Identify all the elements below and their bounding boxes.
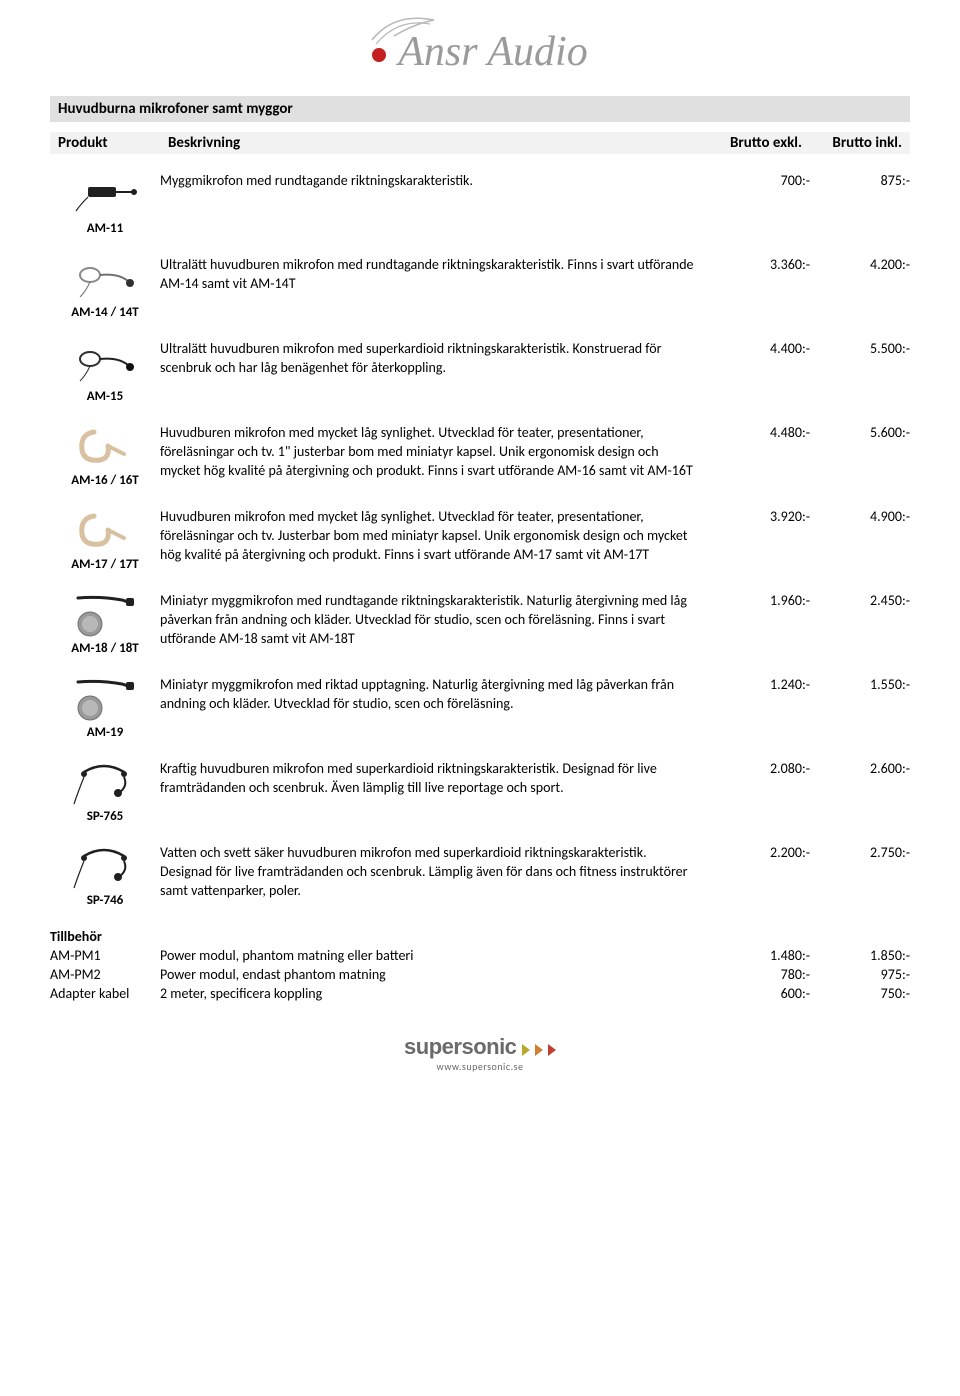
product-description: Huvudburen mikrofon med mycket låg synli… xyxy=(160,508,710,565)
accessory-desc: Power modul, phantom matning eller batte… xyxy=(160,947,710,966)
price-excl: 3.360:- xyxy=(710,256,810,273)
brand-logo: Ansr Audio xyxy=(50,28,910,76)
accessory-price-excl: 1.480:- xyxy=(710,947,810,966)
accessory-desc: 2 meter, specificera koppling xyxy=(160,985,710,1004)
accessory-row: AM-PM1Power modul, phantom matning eller… xyxy=(50,947,910,966)
product-description: Vatten och svett säker huvudburen mikrof… xyxy=(160,844,710,901)
product-description: Myggmikrofon med rundtagande riktningska… xyxy=(160,172,710,191)
footer-triangle-icon xyxy=(548,1044,556,1056)
product-code: AM-14 / 14T xyxy=(50,305,160,320)
product-icon xyxy=(70,760,140,805)
price-excl: 3.920:- xyxy=(710,508,810,525)
accessory-row: Adapter kabel2 meter, specificera koppli… xyxy=(50,985,910,1004)
product-icon xyxy=(70,592,140,637)
price-excl: 1.960:- xyxy=(710,592,810,609)
section-title: Huvudburna mikrofoner samt myggor xyxy=(50,96,910,122)
accessory-row: AM-PM2Power modul, endast phantom matnin… xyxy=(50,966,910,985)
product-description: Miniatyr myggmikrofon med riktad upptagn… xyxy=(160,676,710,714)
logo-dot-icon xyxy=(372,48,386,62)
accessory-desc: Power modul, endast phantom matning xyxy=(160,966,710,985)
product-cell: SP-746 xyxy=(50,844,160,908)
accessory-price-incl: 1.850:- xyxy=(810,947,910,966)
product-icon xyxy=(70,508,140,553)
product-code: SP-765 xyxy=(50,809,160,824)
accessories-title: Tillbehör xyxy=(50,928,910,945)
footer-url: www.supersonic.se xyxy=(50,1060,910,1073)
price-excl: 2.080:- xyxy=(710,760,810,777)
accessory-code: Adapter kabel xyxy=(50,985,160,1004)
product-code: SP-746 xyxy=(50,893,160,908)
product-row: SP-746Vatten och svett säker huvudburen … xyxy=(50,844,910,908)
product-icon xyxy=(70,844,140,889)
product-row: SP-765Kraftig huvudburen mikrofon med su… xyxy=(50,760,910,824)
accessory-code: AM-PM2 xyxy=(50,966,160,985)
column-header-row: Produkt Beskrivning Brutto exkl. Brutto … xyxy=(50,132,910,154)
price-incl: 2.600:- xyxy=(810,760,910,777)
price-excl: 2.200:- xyxy=(710,844,810,861)
col-description: Beskrivning xyxy=(168,134,702,152)
product-cell: AM-17 / 17T xyxy=(50,508,160,572)
product-row: AM-16 / 16THuvudburen mikrofon med mycke… xyxy=(50,424,910,488)
product-cell: AM-18 / 18T xyxy=(50,592,160,656)
product-row: AM-14 / 14TUltralätt huvudburen mikrofon… xyxy=(50,256,910,320)
product-row: AM-19Miniatyr myggmikrofon med riktad up… xyxy=(50,676,910,740)
price-incl: 5.500:- xyxy=(810,340,910,357)
col-product: Produkt xyxy=(58,134,168,152)
footer-triangle-icon xyxy=(522,1044,530,1056)
product-description: Miniatyr myggmikrofon med rundtagande ri… xyxy=(160,592,710,649)
product-code: AM-18 / 18T xyxy=(50,641,160,656)
accessory-price-incl: 975:- xyxy=(810,966,910,985)
price-incl: 2.450:- xyxy=(810,592,910,609)
product-code: AM-19 xyxy=(50,725,160,740)
footer-triangle-icon xyxy=(535,1044,543,1056)
price-excl: 700:- xyxy=(710,172,810,189)
product-code: AM-11 xyxy=(50,221,160,236)
product-code: AM-17 / 17T xyxy=(50,557,160,572)
price-incl: 2.750:- xyxy=(810,844,910,861)
footer-brand: supersonic xyxy=(404,1034,516,1059)
accessory-code: AM-PM1 xyxy=(50,947,160,966)
product-icon xyxy=(70,676,140,721)
accessory-price-incl: 750:- xyxy=(810,985,910,1004)
accessory-price-excl: 780:- xyxy=(710,966,810,985)
price-incl: 4.200:- xyxy=(810,256,910,273)
product-icon xyxy=(70,172,140,217)
product-row: AM-11 Myggmikrofon med rundtagande riktni… xyxy=(50,172,910,236)
product-cell: AM-15 xyxy=(50,340,160,404)
price-incl: 4.900:- xyxy=(810,508,910,525)
price-excl: 4.400:- xyxy=(710,340,810,357)
product-icon xyxy=(70,256,140,301)
product-icon xyxy=(70,424,140,469)
product-cell: AM-14 / 14T xyxy=(50,256,160,320)
col-price-incl: Brutto inkl. xyxy=(802,134,902,152)
price-incl: 1.550:- xyxy=(810,676,910,693)
product-icon xyxy=(70,340,140,385)
page-footer: supersonic www.supersonic.se xyxy=(50,1034,910,1073)
product-cell: AM-16 / 16T xyxy=(50,424,160,488)
accessory-price-excl: 600:- xyxy=(710,985,810,1004)
product-description: Ultralätt huvudburen mikrofon med rundta… xyxy=(160,256,710,294)
price-incl: 875:- xyxy=(810,172,910,189)
product-description: Huvudburen mikrofon med mycket låg synli… xyxy=(160,424,710,481)
logo-swoosh-icon xyxy=(364,10,454,50)
col-price-excl: Brutto exkl. xyxy=(702,134,802,152)
product-row: AM-18 / 18TMiniatyr myggmikrofon med run… xyxy=(50,592,910,656)
product-cell: AM-11 xyxy=(50,172,160,236)
product-cell: SP-765 xyxy=(50,760,160,824)
product-row: AM-17 / 17THuvudburen mikrofon med mycke… xyxy=(50,508,910,572)
product-description: Kraftig huvudburen mikrofon med superkar… xyxy=(160,760,710,798)
product-cell: AM-19 xyxy=(50,676,160,740)
price-excl: 4.480:- xyxy=(710,424,810,441)
product-description: Ultralätt huvudburen mikrofon med superk… xyxy=(160,340,710,378)
price-incl: 5.600:- xyxy=(810,424,910,441)
product-code: AM-15 xyxy=(50,389,160,404)
product-code: AM-16 / 16T xyxy=(50,473,160,488)
price-excl: 1.240:- xyxy=(710,676,810,693)
product-row: AM-15Ultralätt huvudburen mikrofon med s… xyxy=(50,340,910,404)
